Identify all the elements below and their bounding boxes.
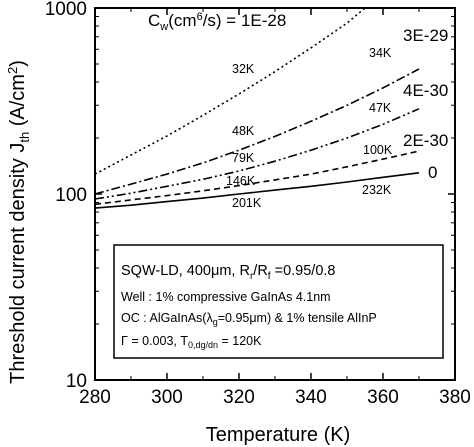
info-line-1-sub2: f [268,271,271,282]
annotation-47k: 47K [369,101,392,115]
series-label-0: 0 [428,163,437,182]
info-line-3-sub: g [213,317,218,327]
y-axis-title-main: Threshold current density J [7,143,29,384]
series-line-3e-29 [95,68,420,195]
legend-title-c: C [148,11,160,30]
series-line-1e-28 [95,8,366,175]
info-line-4-sub: 0,dg/dn [188,340,218,350]
series-label-4e-30: 4E-30 [403,81,448,100]
annotation-232k: 232K [362,183,392,197]
series-line-0 [95,172,420,209]
annotation-201k: 201K [232,196,262,210]
annotation-34k: 34K [369,46,392,60]
info-line-1-sub1: r [250,271,254,282]
annotation-32k: 32K [232,62,255,76]
series-layer [95,8,420,209]
y-axis-title-unit-sup: 2 [5,67,20,74]
info-line-3-b: =0.95μm) & 1% tensile AlInP [218,311,377,325]
info-line-1-b: /R [253,263,268,279]
ticks-layer: 280 300 320 340 360 380 10 100 1000 [45,0,471,408]
series-line-2e-30 [95,150,420,206]
info-line-1-c: =0.95/0.8 [271,263,336,279]
x-tick-label-280: 280 [79,387,111,408]
legend-title: Cw(cm6/s) = 1E-28 [148,11,286,33]
series-label-3e-29: 3E-29 [403,26,448,45]
x-tick-label-380: 380 [439,387,471,408]
annotation-48k: 48K [232,124,255,138]
y-axis-title-unit-a: (A/cm [7,74,29,126]
y-axis-title: Threshold current density Jth (A/cm2) [5,60,32,384]
legend-title-unit-sup: 6 [197,11,203,23]
annotation-100k: 100K [363,143,393,157]
x-tick-label-360: 360 [367,387,399,408]
info-line-4-a: Γ = 0.003, T [121,334,188,348]
x-axis-title: Temperature (K) [206,424,351,446]
x-tick-label-340: 340 [295,387,327,408]
legend-title-unit-a: (cm [168,11,196,30]
info-line-4-b: = 120K [218,334,262,348]
y-tick-label-100: 100 [55,185,87,206]
info-box [113,244,444,359]
y-axis-title-sub: th [17,132,32,143]
annotation-79k: 79K [232,151,255,165]
series-label-2e-30: 2E-30 [403,131,448,150]
y-tick-label-10: 10 [66,371,87,392]
legend-title-c-sub: w [159,21,168,33]
y-axis-title-unit-b: ) [7,60,29,67]
info-line-3-a: OC : AlGaInAs(λ [121,311,213,325]
annotation-146k: 146K [226,174,256,188]
y-tick-label-1000: 1000 [45,0,87,20]
info-line-1: SQW-LD, 400μm, Rr/Rf =0.95/0.8 [121,263,335,282]
legend-title-unit-b: /s) = [203,11,241,30]
info-line-1-a: SQW-LD, 400μm, R [121,263,250,279]
x-tick-label-300: 300 [151,387,183,408]
info-line-3: OC : AlGaInAs(λg=0.95μm) & 1% tensile Al… [121,311,377,327]
x-tick-label-320: 320 [223,387,255,408]
series-label-1e-28: 1E-28 [241,11,286,30]
info-line-2: Well : 1% compressive GaInAs 4.1nm [121,290,331,304]
info-line-4: Γ = 0.003, T0,dg/dn = 120K [121,334,262,350]
